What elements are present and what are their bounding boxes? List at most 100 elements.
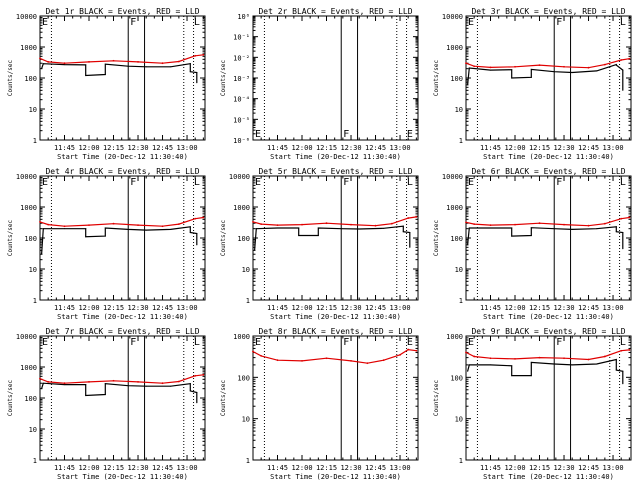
x-tick-label: 12:45 (365, 304, 386, 312)
lld-data-point (587, 66, 590, 69)
y-tick-label: 10⁻⁵ (233, 116, 250, 124)
events-data-point (170, 228, 172, 230)
chart-title: Det 8r BLACK = Events, RED = LLD (258, 327, 412, 336)
y-tick-label: 10 (29, 266, 37, 274)
lld-data-point (112, 59, 115, 62)
time-marker-label: E (42, 17, 48, 28)
events-data-point (104, 227, 106, 229)
chart-panel-7: Det 7r BLACK = Events, RED = LLD 1 10 100 10… (7, 327, 206, 481)
events-data-point (42, 228, 44, 230)
events-data-point (145, 66, 147, 68)
x-tick-label: 12:00 (78, 464, 99, 472)
time-marker-label: E (407, 129, 413, 140)
events-data-point (622, 383, 624, 385)
events-data-point (468, 67, 470, 69)
x-tick-label: 13:00 (176, 144, 197, 152)
time-marker-label: L (620, 17, 626, 28)
lld-data-point (407, 348, 410, 351)
lld-data-point (407, 217, 410, 219)
chart-title: Det 2r BLACK = Events, RED = LLD (258, 7, 412, 16)
x-tick-label: 12:45 (152, 144, 173, 152)
events-data-point (317, 227, 319, 229)
chart-title: Det 4r BLACK = Events, RED = LLD (45, 167, 199, 176)
y-tick-label: 100 (237, 235, 250, 243)
lld-series-line (39, 54, 204, 64)
time-marker-label: E (42, 337, 48, 348)
lld-data-point (161, 382, 164, 385)
events-data-point (41, 253, 43, 255)
x-tick-label: 12:30 (127, 304, 148, 312)
lld-data-point (301, 223, 303, 226)
events-data-point (254, 249, 256, 251)
plot-frame (39, 335, 206, 461)
lld-data-point (47, 381, 50, 383)
events-data-point (571, 364, 573, 366)
chart-panel-6: Det 6r BLACK = Events, RED = LLD 1 10 100 10… (433, 167, 632, 321)
events-data-point (511, 227, 513, 229)
events-data-point (64, 228, 66, 230)
events-series-line (41, 62, 198, 83)
chart-panel-5: Det 5r BLACK = Events, RED = LLD 1 10 100 10… (220, 167, 419, 321)
y-tick-label: 10⁻³ (233, 75, 250, 83)
lld-data-point (603, 222, 606, 225)
x-tick-label: 13:00 (389, 464, 410, 472)
x-tick-label: 12:15 (103, 144, 124, 152)
time-marker-label: F (556, 177, 562, 188)
plot-frame (39, 15, 206, 141)
lld-data-point (620, 217, 623, 220)
chart-panel-4: Det 4r BLACK = Events, RED = LLD 1 10 100 10… (7, 167, 206, 321)
lld-data-point (194, 217, 197, 220)
lld-data-point (628, 216, 631, 219)
events-data-point (104, 393, 106, 395)
y-tick-label: 1 (33, 297, 37, 305)
events-data-point (85, 228, 87, 230)
x-tick-label: 13:00 (602, 304, 623, 312)
lld-data-point (473, 65, 476, 68)
lld-data-point (39, 57, 41, 60)
plot-frame (465, 15, 632, 141)
time-marker-label: E (42, 177, 48, 188)
y-tick-label: 1 (33, 457, 37, 465)
lld-data-point (587, 224, 590, 227)
y-tick-label: 10⁰ (237, 13, 250, 21)
lld-data-point (563, 65, 565, 68)
chart-panel-9: Det 9r BLACK = Events, RED = LLD 1 10 100 10… (433, 327, 632, 481)
lld-series-line (39, 216, 204, 227)
lld-data-point (177, 60, 180, 63)
events-data-point (85, 75, 87, 77)
events-data-point (85, 64, 87, 66)
chart-panel-3: Det 3r BLACK = Events, RED = LLD 1 10 100 10… (433, 7, 632, 161)
x-tick-label: 11:45 (480, 464, 501, 472)
lld-data-point (603, 63, 606, 66)
y-tick-label: 10⁻⁴ (233, 96, 250, 104)
lld-series-line (252, 348, 417, 364)
events-data-point (189, 383, 191, 385)
events-data-point (196, 232, 198, 234)
lld-data-point (276, 359, 279, 362)
time-marker-label: F (130, 177, 136, 188)
lld-data-point (489, 357, 492, 360)
x-tick-label: 12:45 (578, 144, 599, 152)
x-tick-label: 12:30 (553, 464, 574, 472)
events-data-point (622, 69, 624, 71)
events-data-point (189, 232, 191, 234)
plot-frame (465, 335, 632, 461)
x-axis-label: Start Time (20-Dec-12 11:30:40) (57, 313, 188, 321)
events-data-point (409, 246, 411, 248)
events-data-point (615, 359, 617, 361)
x-tick-label: 12:45 (152, 304, 173, 312)
x-tick-label: 12:15 (103, 464, 124, 472)
x-tick-label: 12:15 (529, 144, 550, 152)
lld-data-point (177, 223, 180, 226)
y-axis-label: Counts/sec (220, 380, 227, 417)
y-tick-label: 1000 (20, 364, 37, 372)
y-axis-label: Counts/sec (7, 380, 14, 417)
time-marker-label: E (468, 177, 474, 188)
events-data-point (145, 385, 147, 387)
y-tick-label: 100 (450, 374, 463, 382)
lld-data-point (63, 62, 66, 65)
time-marker-label: E (255, 129, 261, 140)
events-data-point (64, 384, 66, 386)
lld-data-point (350, 223, 352, 226)
events-data-point (615, 369, 617, 371)
